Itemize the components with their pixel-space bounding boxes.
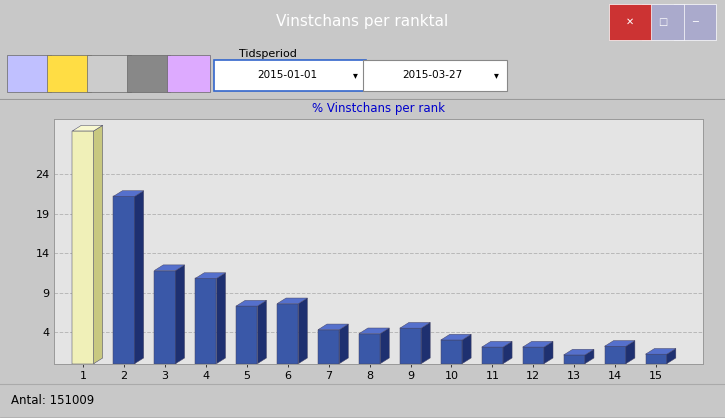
Text: Vinstchans per ranktal: Vinstchans per ranktal <box>276 15 449 29</box>
Text: 2015-03-27: 2015-03-27 <box>402 71 463 81</box>
Bar <box>154 270 175 364</box>
FancyBboxPatch shape <box>7 55 51 92</box>
FancyBboxPatch shape <box>642 4 684 40</box>
Polygon shape <box>667 349 676 364</box>
Polygon shape <box>563 349 594 355</box>
Polygon shape <box>299 298 307 364</box>
Text: 2015-01-01: 2015-01-01 <box>257 71 318 81</box>
Bar <box>605 346 626 364</box>
Polygon shape <box>585 349 594 364</box>
Polygon shape <box>72 125 103 131</box>
Bar <box>113 196 135 364</box>
FancyBboxPatch shape <box>167 55 210 92</box>
Polygon shape <box>482 342 512 347</box>
Text: ─: ─ <box>692 17 698 27</box>
Text: Antal: 151009: Antal: 151009 <box>11 394 94 407</box>
Polygon shape <box>175 265 185 364</box>
Polygon shape <box>318 324 348 330</box>
Polygon shape <box>441 334 471 340</box>
Polygon shape <box>421 322 430 364</box>
Polygon shape <box>339 324 348 364</box>
Polygon shape <box>113 191 144 196</box>
Polygon shape <box>626 341 635 364</box>
Bar <box>318 330 339 364</box>
Polygon shape <box>135 191 144 364</box>
FancyBboxPatch shape <box>87 55 130 92</box>
FancyBboxPatch shape <box>674 4 716 40</box>
Text: Tidsperiod: Tidsperiod <box>239 49 297 59</box>
Polygon shape <box>257 301 266 364</box>
Bar <box>72 131 94 364</box>
Polygon shape <box>195 273 225 278</box>
Polygon shape <box>154 265 185 270</box>
Polygon shape <box>277 298 307 304</box>
Bar <box>277 304 299 364</box>
FancyBboxPatch shape <box>47 55 91 92</box>
FancyBboxPatch shape <box>609 4 651 40</box>
Bar <box>359 334 380 364</box>
Bar <box>195 278 217 364</box>
Bar <box>400 328 421 364</box>
Polygon shape <box>462 334 471 364</box>
Polygon shape <box>217 273 225 364</box>
Text: ▾: ▾ <box>494 71 500 81</box>
FancyBboxPatch shape <box>362 60 508 91</box>
Polygon shape <box>544 342 553 364</box>
Title: % Vinstchans per rank: % Vinstchans per rank <box>312 102 445 115</box>
Polygon shape <box>236 301 266 306</box>
Bar <box>523 347 544 364</box>
Polygon shape <box>400 322 430 328</box>
Bar <box>563 355 585 364</box>
Bar <box>441 340 462 364</box>
FancyBboxPatch shape <box>127 55 170 92</box>
Text: ✕: ✕ <box>626 17 634 27</box>
Polygon shape <box>605 341 635 346</box>
Polygon shape <box>523 342 553 347</box>
Polygon shape <box>503 342 512 364</box>
Text: ▾: ▾ <box>353 71 358 81</box>
Bar <box>482 347 503 364</box>
Polygon shape <box>380 328 389 364</box>
Bar <box>645 354 667 364</box>
Bar <box>236 306 257 364</box>
Polygon shape <box>359 328 389 334</box>
Polygon shape <box>645 349 676 354</box>
Text: □: □ <box>658 17 667 27</box>
FancyBboxPatch shape <box>214 60 366 91</box>
Polygon shape <box>94 125 103 364</box>
